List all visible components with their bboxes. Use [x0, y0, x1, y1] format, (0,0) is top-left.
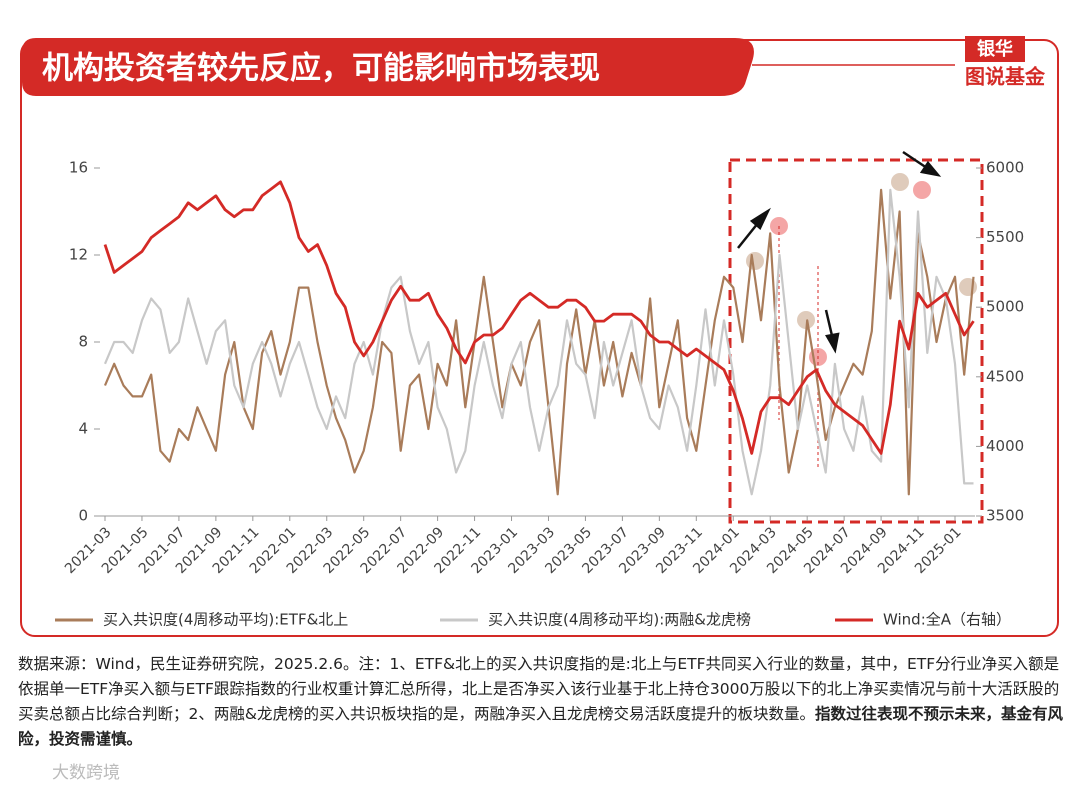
series-line	[103, 188, 974, 496]
y-tick-label: 8	[78, 333, 88, 351]
header-bar	[22, 38, 754, 96]
y2-tick-label: 3500	[986, 507, 1024, 525]
y-tick-label: 0	[78, 507, 88, 525]
y2-tick-label: 4000	[986, 437, 1024, 455]
title: 机构投资者较先反应，可能影响市场表现	[42, 51, 600, 87]
notes-text: 数据来源：Wind，民生证券研究院，2025.2.6。注：1、ETF&北上的买入…	[18, 655, 1060, 723]
legend-label: Wind:全A（右轴）	[883, 611, 1011, 629]
notes: 数据来源：Wind，民生证券研究院，2025.2.6。注：1、ETF&北上的买入…	[18, 652, 1063, 752]
chart: 机构投资者较先反应，可能影响市场表现 银华 图说基金 0 4 8 12 16 3500 40…	[20, 36, 1059, 637]
logo-text: 图说基金	[965, 65, 1046, 89]
logo-box	[965, 36, 1025, 62]
arrows	[737, 150, 942, 354]
y2-tick-label: 4500	[986, 367, 1024, 385]
y-tick-label: 4	[78, 420, 88, 438]
y-tick-label: 12	[69, 246, 88, 264]
logo-text: 银华	[977, 38, 1013, 60]
y-tick-label: 16	[69, 159, 88, 177]
legend-label: 买入共识度(4周移动平均):两融&龙虎榜	[488, 611, 751, 629]
legend-label: 买入共识度(4周移动平均):ETF&北上	[103, 611, 348, 629]
series-line	[103, 180, 975, 455]
y2-tick-label: 6000	[986, 159, 1024, 177]
highlight-box	[728, 158, 984, 524]
y2-tick-label: 5500	[986, 228, 1024, 246]
notes-emphasis: 指数过往表现不预示未来，基金有风险，投资需谨慎。	[18, 705, 1063, 748]
watermark: 大数跨境	[52, 763, 120, 783]
y2-tick-label: 5000	[986, 298, 1024, 316]
